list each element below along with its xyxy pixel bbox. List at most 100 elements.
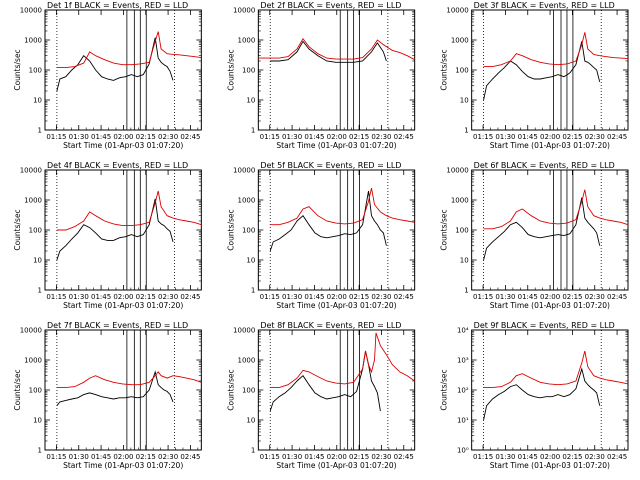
y-tick-label: 1000 — [24, 37, 42, 45]
panel-title: Det 5f BLACK = Events, RED = LLD — [260, 161, 401, 170]
x-axis-label: Start Time (01-Apr-03 01:07:20) — [490, 141, 610, 150]
panel-title: Det 3f BLACK = Events, RED = LLD — [474, 1, 615, 10]
y-tick-label: 1000 — [24, 357, 42, 365]
x-tick-label: 01:45 — [91, 293, 111, 301]
y-tick-label: 10 — [33, 97, 42, 105]
x-tick-label: 02:15 — [562, 133, 582, 141]
y-tick-label: 10 — [33, 257, 42, 265]
panel-title: Det 1f BLACK = Events, RED = LLD — [47, 1, 188, 10]
x-tick-label: 02:15 — [349, 453, 369, 461]
y-tick-label: 10000 — [20, 167, 42, 175]
x-tick-label: 01:45 — [91, 133, 111, 141]
x-tick-label: 01:30 — [495, 453, 515, 461]
x-tick-label: 01:30 — [495, 133, 515, 141]
x-tick-label: 01:45 — [518, 293, 538, 301]
y-tick-label: 100 — [242, 227, 255, 235]
y-tick-label: 10² — [457, 387, 469, 395]
x-tick-label: 02:30 — [371, 453, 391, 461]
series-lld — [258, 37, 415, 61]
series-events — [483, 197, 601, 261]
y-tick-label: 10⁴ — [457, 327, 469, 335]
series-events — [56, 37, 174, 92]
series-lld — [483, 350, 629, 389]
y-tick-label: 100 — [29, 227, 42, 235]
x-tick-label: 02:15 — [562, 293, 582, 301]
x-axis-label: Start Time (01-Apr-03 01:07:20) — [276, 461, 396, 470]
plot-frame — [257, 169, 416, 291]
y-tick-label: 1000 — [24, 197, 42, 205]
y-axis-label: Counts/sec — [226, 209, 235, 250]
detector-panel-5: Det 5f BLACK = Events, RED = LLD 1 10 100 10… — [226, 161, 416, 310]
series-lld — [270, 332, 415, 389]
x-tick-label: 02:45 — [180, 453, 200, 461]
x-tick-label: 02:15 — [349, 293, 369, 301]
panel-title: Det 2f BLACK = Events, RED = LLD — [260, 1, 401, 10]
y-tick-label: 10⁰ — [457, 447, 469, 455]
x-tick-label: 02:00 — [327, 133, 347, 141]
series-events — [56, 198, 174, 261]
x-axis-label: Start Time (01-Apr-03 01:07:20) — [63, 301, 183, 310]
series-events — [269, 190, 387, 252]
series-lld — [56, 31, 202, 69]
x-tick-label: 01:15 — [260, 293, 280, 301]
series-lld — [483, 32, 629, 68]
series-events — [483, 367, 601, 421]
x-axis-label: Start Time (01-Apr-03 01:07:20) — [490, 301, 610, 310]
y-tick-label: 10³ — [457, 357, 469, 365]
y-tick-label: 1000 — [238, 357, 256, 365]
x-tick-label: 02:45 — [607, 293, 627, 301]
plot-frame — [471, 9, 629, 131]
series-events — [269, 350, 381, 412]
x-tick-label: 01:15 — [46, 453, 66, 461]
x-tick-label: 02:00 — [540, 133, 560, 141]
x-tick-label: 02:45 — [394, 293, 414, 301]
x-tick-label: 01:45 — [91, 453, 111, 461]
y-tick-label: 10000 — [446, 7, 468, 15]
x-tick-label: 01:15 — [473, 453, 493, 461]
x-tick-label: 02:00 — [540, 453, 560, 461]
plot-frame — [257, 9, 416, 131]
x-tick-label: 02:15 — [136, 453, 156, 461]
y-tick-label: 1 — [464, 127, 468, 135]
y-tick-label: 10¹ — [457, 417, 469, 425]
x-tick-label: 01:15 — [473, 133, 493, 141]
x-tick-label: 02:00 — [113, 453, 133, 461]
x-tick-label: 01:45 — [518, 133, 538, 141]
x-tick-label: 02:30 — [158, 133, 178, 141]
y-tick-label: 1 — [38, 127, 42, 135]
series-events — [483, 41, 601, 101]
x-tick-label: 02:30 — [371, 133, 391, 141]
x-tick-label: 02:00 — [540, 293, 560, 301]
y-tick-label: 1 — [38, 447, 42, 455]
y-tick-label: 10 — [246, 417, 255, 425]
series-lld — [270, 188, 415, 226]
y-tick-label: 1000 — [451, 37, 469, 45]
detector-panel-4: Det 4f BLACK = Events, RED = LLD 1 10 100 10… — [13, 161, 202, 310]
x-tick-label: 01:15 — [473, 293, 493, 301]
y-tick-label: 1 — [251, 287, 255, 295]
x-tick-label: 02:15 — [349, 133, 369, 141]
x-tick-label: 01:30 — [69, 293, 89, 301]
detector-panel-3: Det 3f BLACK = Events, RED = LLD 1 10 100 10… — [440, 1, 629, 150]
x-tick-label: 02:30 — [371, 293, 391, 301]
y-tick-label: 10000 — [446, 167, 468, 175]
detector-panel-8: Det 8f BLACK = Events, RED = LLD 1 10 100 10… — [226, 321, 416, 470]
x-tick-label: 01:30 — [282, 293, 302, 301]
x-tick-label: 02:45 — [180, 133, 200, 141]
detector-panel-9: Det 9f BLACK = Events, RED = LLD 10⁰ 10¹ 10… — [440, 321, 629, 470]
y-tick-label: 100 — [455, 227, 468, 235]
y-tick-label: 10 — [460, 97, 469, 105]
x-tick-label: 02:00 — [113, 133, 133, 141]
panel-title: Det 8f BLACK = Events, RED = LLD — [260, 321, 401, 330]
x-tick-label: 01:30 — [69, 453, 89, 461]
x-tick-label: 02:30 — [585, 293, 605, 301]
x-tick-label: 02:15 — [136, 293, 156, 301]
x-tick-label: 02:00 — [113, 293, 133, 301]
y-axis-label: Counts/sec — [226, 369, 235, 410]
plot-frame — [257, 329, 416, 451]
x-tick-label: 01:30 — [495, 293, 515, 301]
series-lld — [483, 189, 629, 230]
x-tick-label: 01:45 — [304, 293, 324, 301]
x-tick-label: 01:45 — [304, 133, 324, 141]
